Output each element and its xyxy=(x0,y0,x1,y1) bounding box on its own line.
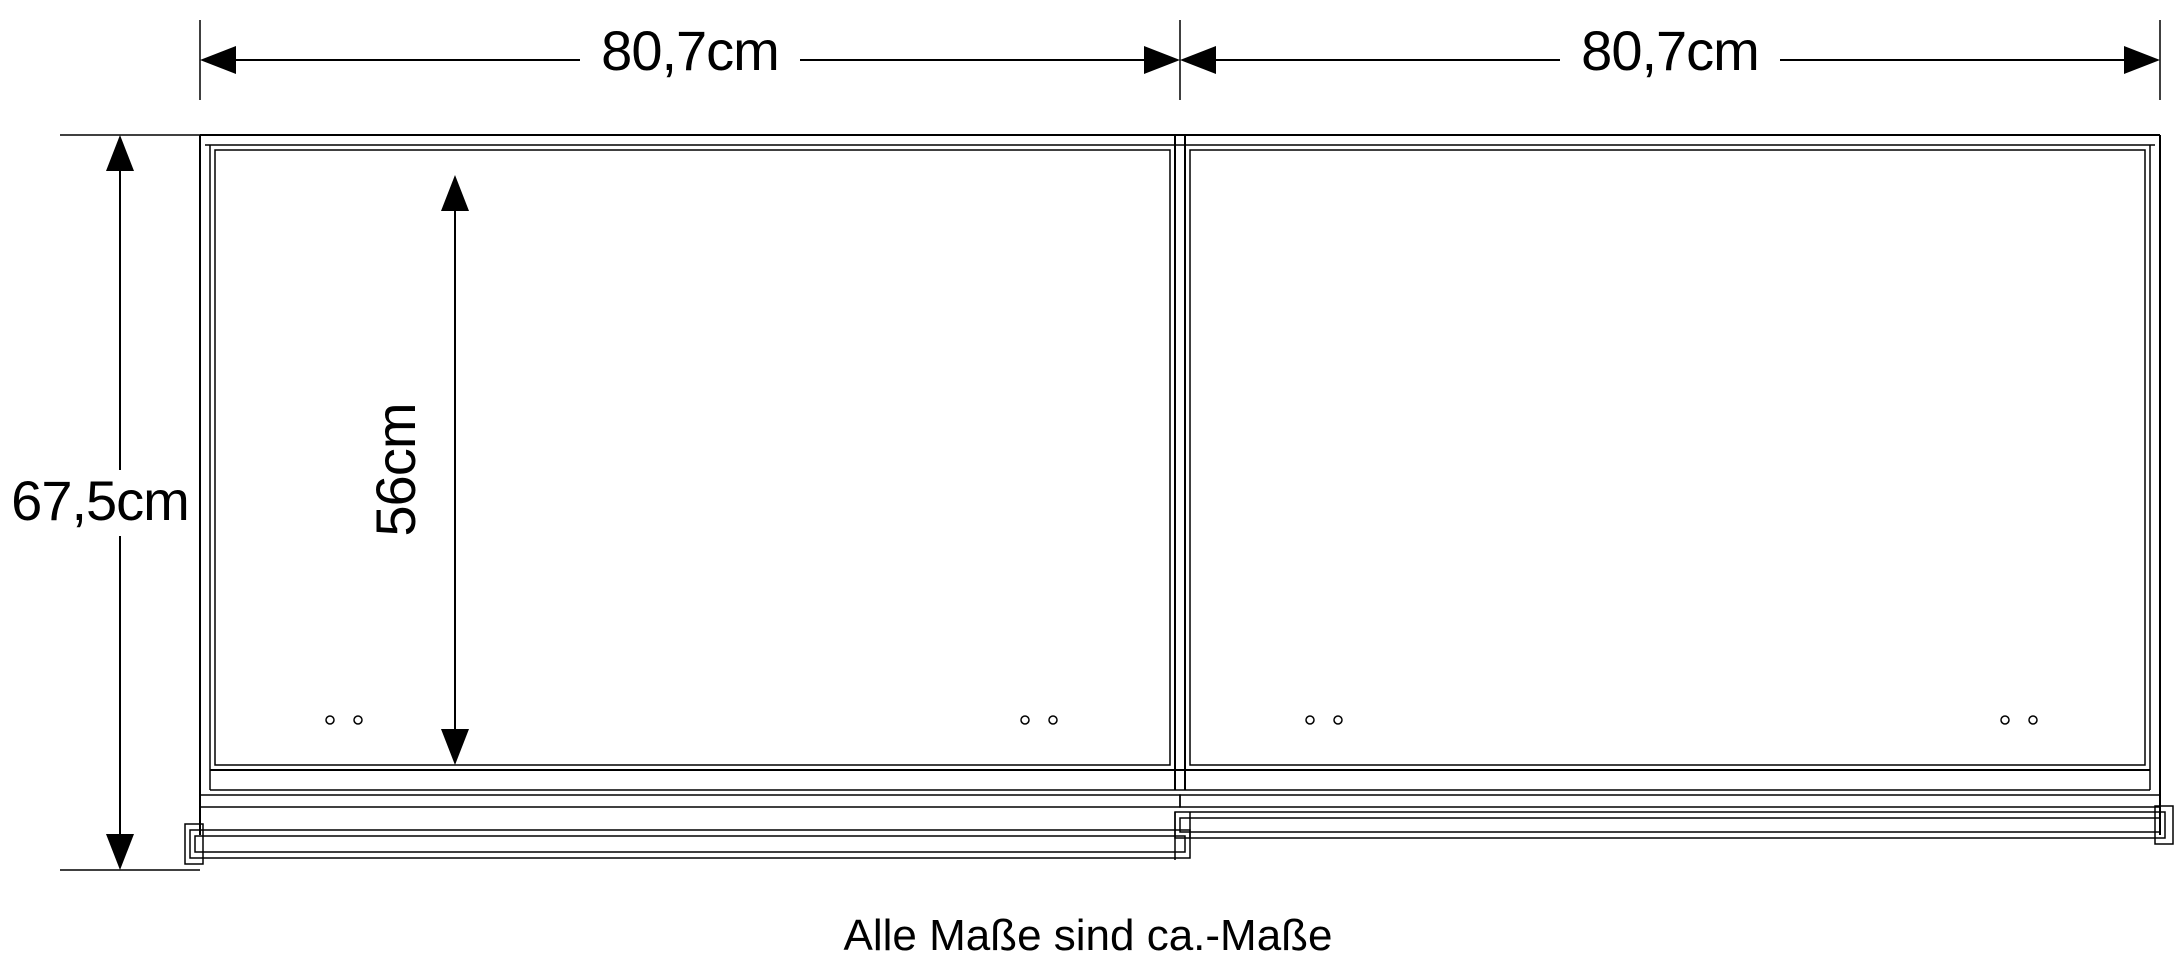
arrow-left xyxy=(1180,46,1216,74)
dim-top-left-label: 80,7cm xyxy=(601,19,779,82)
hole xyxy=(2029,716,2037,724)
hole xyxy=(2001,716,2009,724)
arrow-up xyxy=(441,175,469,211)
dim-outer-h-label: 67,5cm xyxy=(11,469,189,532)
dim-inner-h-label: 56cm xyxy=(364,404,427,537)
mounting-holes xyxy=(326,716,2037,724)
arrow-right xyxy=(1144,46,1180,74)
arrow-right xyxy=(2124,46,2160,74)
arrow-up xyxy=(106,135,134,171)
hole xyxy=(1021,716,1029,724)
arrow-down xyxy=(106,834,134,870)
hole xyxy=(1049,716,1057,724)
arrow-down xyxy=(441,729,469,765)
hole xyxy=(1334,716,1342,724)
arrow-left xyxy=(200,46,236,74)
caption-text: Alle Maße sind ca.-Maße xyxy=(843,911,1332,960)
cabinet-body xyxy=(185,135,2173,864)
hole xyxy=(1306,716,1314,724)
technical-drawing: 80,7cm 80,7cm 67,5cm xyxy=(0,0,2176,962)
hole xyxy=(354,716,362,724)
hole xyxy=(326,716,334,724)
dim-top-right-label: 80,7cm xyxy=(1581,19,1759,82)
